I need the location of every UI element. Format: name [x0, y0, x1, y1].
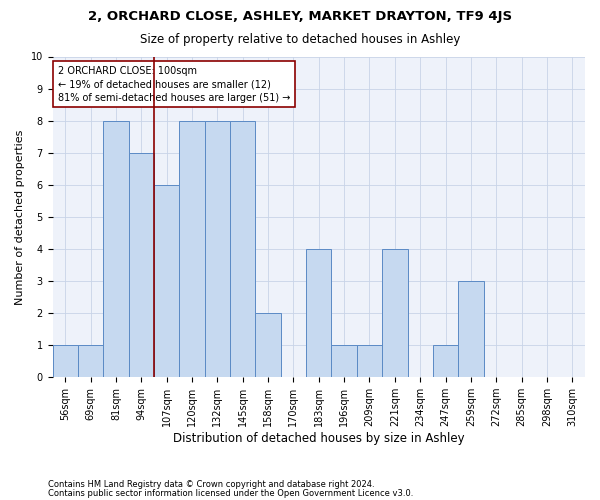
Bar [357, 345, 382, 377]
Text: Contains public sector information licensed under the Open Government Licence v3: Contains public sector information licen… [48, 488, 413, 498]
Bar [433, 345, 458, 377]
Bar [128, 152, 154, 377]
Bar [458, 281, 484, 377]
Bar [382, 249, 407, 377]
Bar [103, 120, 128, 377]
Bar [78, 345, 103, 377]
Bar [154, 185, 179, 377]
Text: Contains HM Land Registry data © Crown copyright and database right 2024.: Contains HM Land Registry data © Crown c… [48, 480, 374, 489]
Bar [179, 120, 205, 377]
Bar [230, 120, 256, 377]
Text: 2 ORCHARD CLOSE: 100sqm
← 19% of detached houses are smaller (12)
81% of semi-de: 2 ORCHARD CLOSE: 100sqm ← 19% of detache… [58, 66, 290, 102]
Bar [205, 120, 230, 377]
Bar [331, 345, 357, 377]
X-axis label: Distribution of detached houses by size in Ashley: Distribution of detached houses by size … [173, 432, 464, 445]
Bar [306, 249, 331, 377]
Text: Size of property relative to detached houses in Ashley: Size of property relative to detached ho… [140, 32, 460, 46]
Text: 2, ORCHARD CLOSE, ASHLEY, MARKET DRAYTON, TF9 4JS: 2, ORCHARD CLOSE, ASHLEY, MARKET DRAYTON… [88, 10, 512, 23]
Y-axis label: Number of detached properties: Number of detached properties [15, 129, 25, 304]
Bar [256, 313, 281, 377]
Bar [53, 345, 78, 377]
